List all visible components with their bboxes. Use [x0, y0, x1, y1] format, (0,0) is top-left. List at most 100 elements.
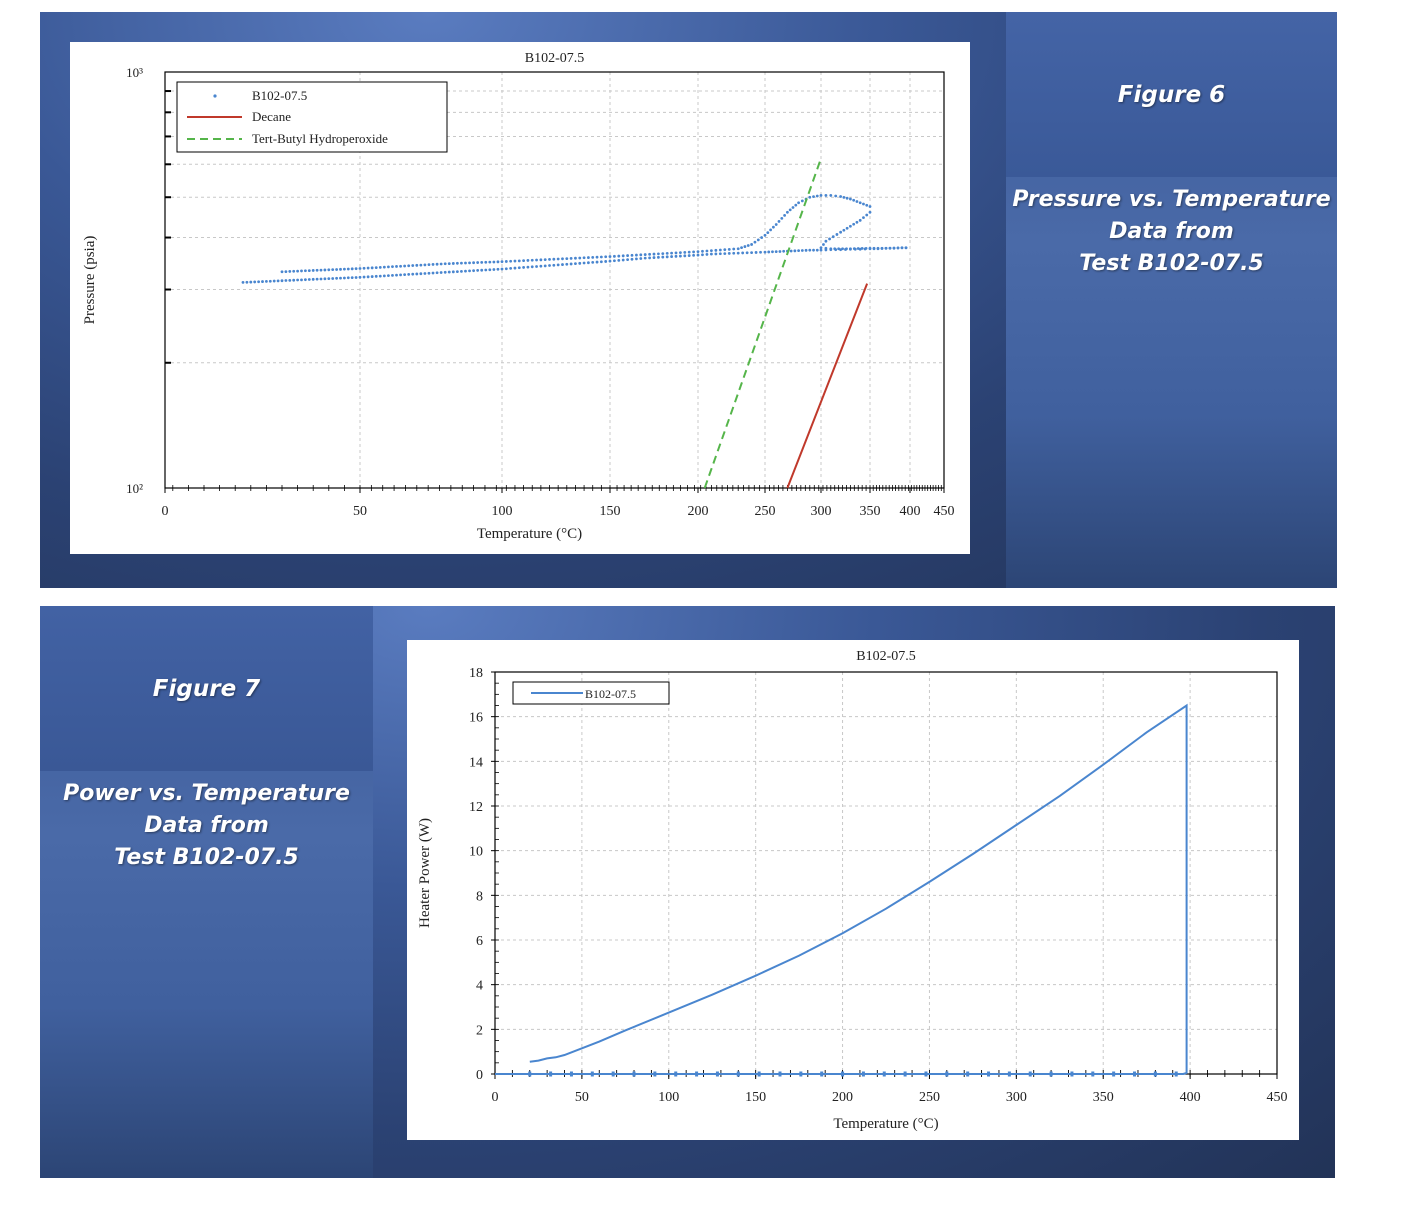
figure-7-sidebar: Figure 7 Power vs. Temperature Data from…: [40, 606, 373, 1178]
data-point: [443, 270, 447, 274]
data-point: [427, 271, 431, 275]
data-point: [288, 270, 292, 273]
data-point: [419, 263, 423, 267]
figure-6-title-band: [1006, 12, 1337, 177]
data-point: [552, 257, 556, 261]
data-point: [468, 261, 471, 265]
data-point: [705, 249, 709, 253]
data-point: [427, 263, 431, 267]
data-point: [670, 251, 673, 255]
data-point: [872, 246, 876, 250]
data-point: [788, 208, 792, 212]
data-point: [599, 255, 603, 259]
data-point: [635, 253, 638, 257]
data-point: [868, 205, 872, 208]
data-point: [718, 252, 722, 256]
x-tick-label: 300: [1006, 1090, 1027, 1105]
data-point: [522, 259, 525, 263]
y-tick-label: 10²: [126, 481, 143, 496]
data-point: [403, 273, 407, 277]
data-point: [549, 1071, 553, 1077]
data-point: [648, 252, 651, 256]
data-point: [280, 279, 284, 283]
data-point: [327, 268, 331, 272]
y-tick-label: 12: [469, 800, 483, 815]
data-point: [639, 253, 643, 257]
data-point: [455, 261, 459, 265]
data-point: [245, 280, 249, 284]
x-tick-label: 50: [575, 1090, 589, 1105]
data-point: [1153, 1071, 1157, 1077]
data-point: [460, 269, 463, 273]
data-point: [599, 260, 603, 264]
data-point: [307, 278, 311, 281]
data-point: [561, 257, 564, 261]
data-point: [464, 261, 467, 265]
data-point: [1091, 1071, 1095, 1077]
data-point: [323, 277, 327, 281]
data-point: [794, 203, 798, 207]
data-point: [855, 200, 859, 203]
data-point: [841, 247, 844, 251]
data-point: [714, 252, 718, 256]
data-point: [900, 246, 904, 250]
data-point: [834, 194, 838, 198]
data-point: [692, 253, 695, 257]
data-point: [595, 260, 599, 264]
data-point: [888, 246, 892, 250]
x-tick-label: 450: [934, 504, 955, 519]
data-point: [679, 251, 682, 255]
x-tick-label: 0: [162, 504, 169, 519]
data-point: [657, 252, 660, 256]
data-point: [241, 281, 245, 284]
data-point: [652, 256, 656, 259]
data-point: [924, 1071, 928, 1077]
data-point: [451, 262, 455, 265]
data-point: [476, 269, 480, 272]
data-point: [613, 254, 616, 258]
data-point: [590, 1071, 594, 1077]
data-point: [845, 196, 849, 200]
data-point: [504, 260, 508, 263]
data-point: [845, 247, 848, 251]
data-point: [852, 247, 856, 251]
data-point: [464, 269, 467, 273]
data-point: [374, 266, 378, 269]
data-point: [587, 256, 590, 259]
data-point: [335, 276, 338, 280]
data-point: [578, 256, 582, 260]
data-point: [714, 248, 718, 252]
data-point: [665, 251, 669, 255]
data-point: [354, 276, 358, 279]
x-tick-label: 200: [832, 1090, 853, 1105]
data-point: [319, 268, 323, 272]
data-point: [455, 270, 459, 273]
data-point: [621, 254, 625, 258]
data-point: [760, 236, 764, 239]
data-point: [582, 256, 586, 260]
data-point: [253, 280, 257, 284]
x-tick-label: 0: [492, 1090, 499, 1105]
data-point: [480, 268, 484, 272]
data-point: [460, 261, 463, 265]
x-tick-label: 400: [1180, 1090, 1201, 1105]
data-point: [736, 1071, 740, 1077]
data-point: [845, 226, 849, 230]
data-point: [852, 198, 856, 202]
data-point: [789, 249, 793, 253]
tbhp-line: [703, 158, 822, 489]
y-tick-label: 4: [476, 979, 483, 994]
data-point: [358, 275, 362, 279]
data-point: [643, 253, 647, 256]
data-point: [526, 259, 530, 262]
data-point: [435, 262, 439, 266]
x-tick-label: 350: [1093, 1090, 1114, 1105]
data-point: [439, 271, 443, 274]
data-point: [819, 194, 823, 197]
figure-6-sidebar: Figure 6 Pressure vs. Temperature Data f…: [1006, 12, 1337, 588]
data-point: [288, 278, 292, 282]
data-point: [679, 254, 682, 258]
figure-7-title: Figure 7: [152, 676, 261, 702]
data-point: [661, 252, 665, 255]
data-point: [492, 260, 496, 264]
